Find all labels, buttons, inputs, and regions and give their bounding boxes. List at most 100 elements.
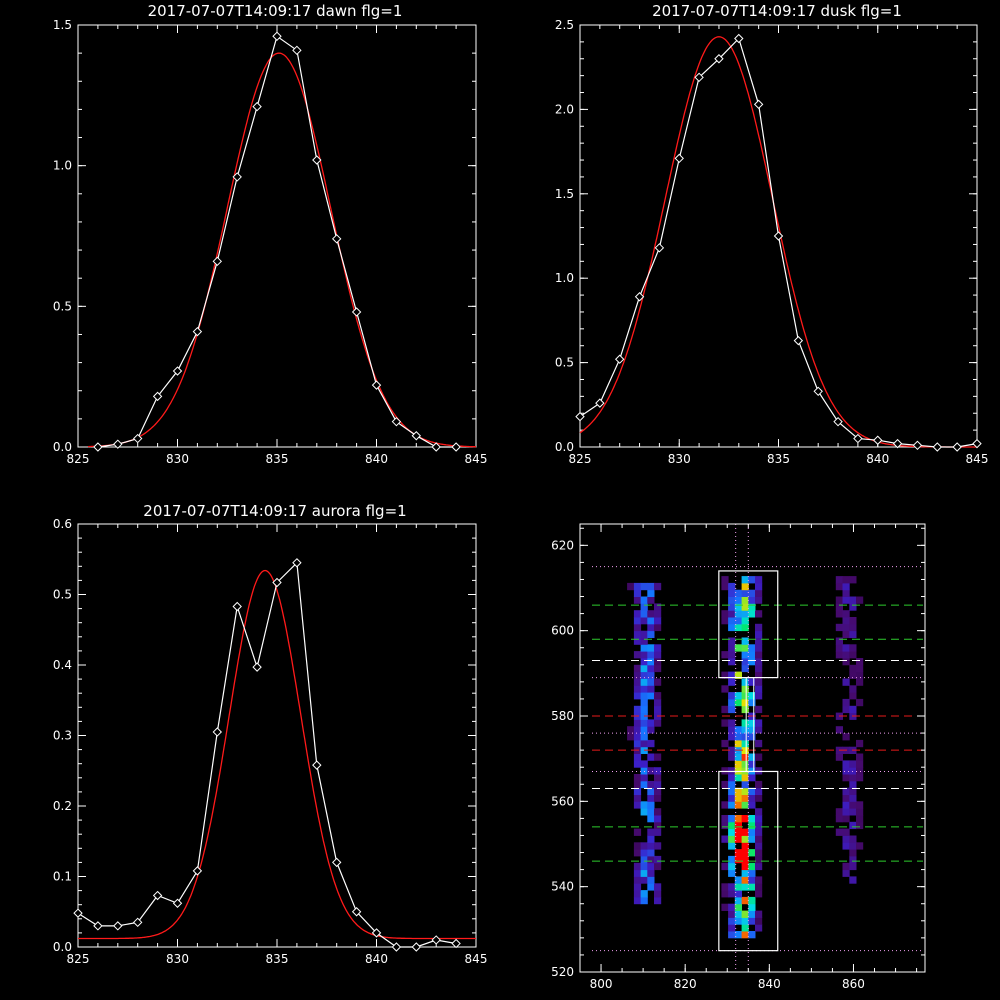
data-point-diamond [912, 440, 923, 451]
heatmap-cell [748, 917, 756, 925]
x-tick-label: 840 [365, 452, 388, 466]
heatmap-cell [721, 685, 729, 693]
x-tick-label: 845 [966, 452, 989, 466]
heatmap-cell [640, 617, 648, 625]
y-tick-label: 1.5 [555, 187, 574, 201]
heatmap-cell [654, 883, 662, 891]
heatmap-cell [640, 780, 648, 789]
heatmap-cell [842, 678, 850, 686]
heatmap-cell [647, 862, 655, 871]
heatmap-cell [748, 869, 756, 877]
y-tick-label: 0.5 [53, 299, 72, 313]
heatmap-cell [741, 862, 749, 871]
heatmap-cell [633, 719, 642, 727]
heatmap-cell [835, 753, 843, 761]
heatmap-cell [734, 671, 742, 679]
heatmap-cell [842, 862, 850, 871]
heatmap-cell [654, 753, 662, 761]
heatmap-cell [849, 780, 857, 789]
heatmap-cell [734, 726, 742, 734]
heatmap-cell [755, 576, 763, 584]
heatmap-cell [842, 658, 850, 666]
heatmap-cell [856, 774, 864, 782]
heatmap-cell [741, 869, 749, 877]
heatmap-cell [741, 753, 749, 761]
heatmap-cell [633, 589, 642, 597]
heatmap-cell [741, 917, 749, 925]
heatmap-cell [647, 658, 655, 666]
heatmap-cell [633, 671, 642, 679]
y-tick-label: 0.0 [555, 440, 574, 454]
heatmap-cell [741, 835, 749, 843]
heatmap-cell [647, 883, 655, 891]
heatmap-cell [741, 664, 749, 673]
heatmap-cell [755, 924, 763, 932]
x-tick-label: 825 [67, 452, 90, 466]
heatmap-cell [842, 610, 850, 618]
data-point-diamond [212, 727, 223, 737]
heatmap-cell [640, 692, 648, 700]
heatmap-cell [835, 644, 843, 652]
data-point-diamond [172, 898, 183, 908]
heatmap-cell [748, 801, 756, 809]
heatmap-cell [721, 671, 729, 679]
heatmap-cell [835, 651, 843, 659]
heatmap-cell [734, 890, 742, 898]
y-tick-label: 520 [551, 965, 574, 979]
heatmap-cell [640, 685, 648, 693]
heatmap-cell [721, 862, 729, 871]
heatmap-cell [849, 808, 857, 816]
y-tick-label: 0.2 [53, 799, 72, 813]
heatmap-cell [654, 794, 662, 802]
data-point-diamond [292, 45, 302, 56]
heatmap-cell [728, 801, 736, 809]
x-tick-label: 830 [166, 452, 189, 466]
heatmap-cell [654, 821, 662, 830]
heatmap-cell [856, 842, 864, 850]
heatmap-cell [734, 910, 742, 918]
data-point-diamond [252, 662, 262, 672]
heatmap-cell [755, 787, 763, 795]
data-point-diamond [312, 155, 322, 165]
data-point-diamond [431, 935, 441, 945]
heatmap-cell [647, 787, 655, 795]
heatmap-cell [728, 726, 736, 734]
heatmap-cell [835, 828, 843, 836]
heatmap-cell [647, 582, 655, 591]
heatmap-cell [734, 794, 742, 802]
heatmap-cell [734, 821, 742, 830]
data-point-diamond [614, 354, 625, 364]
heatmap-cell [741, 678, 749, 686]
heatmap-cell [647, 876, 655, 884]
y-tick-label: 600 [551, 624, 574, 638]
heatmap-cell [654, 787, 662, 795]
y-tick-label: 0.0 [53, 440, 72, 454]
y-tick-label: 620 [551, 538, 574, 552]
x-tick-label: 800 [590, 977, 613, 991]
heatmap-cell [755, 671, 763, 679]
heatmap-cell [842, 596, 850, 604]
heatmap-cell [842, 801, 850, 809]
heatmap-cell [654, 719, 662, 727]
heatmap-cell [849, 630, 857, 638]
heatmap-cell [640, 896, 648, 905]
panel-dusk: 2017-07-07T14:09:17 dusk flg=1 825 830 835… [555, 2, 989, 466]
heatmap-cell [741, 774, 749, 782]
heatmap-cell [728, 924, 736, 932]
data-point-diamond [232, 172, 242, 182]
heatmap-cell [633, 630, 642, 638]
heatmap-cell [654, 678, 662, 686]
heatmap-cell [748, 931, 756, 939]
heatmap-cell [755, 828, 763, 836]
heatmap-cell [654, 828, 662, 836]
heatmap-cell [728, 931, 736, 939]
heatmap-cell [748, 610, 756, 618]
heatmap-cell [728, 651, 736, 659]
data-point-diamond [595, 398, 605, 408]
heatmap-cell [741, 596, 749, 604]
heatmap-cell [654, 617, 662, 625]
heatmap-cell [633, 733, 642, 741]
heatmap-cell [647, 685, 655, 693]
panel-aurora-title: 2017-07-07T14:09:17 aurora flg=1 [143, 502, 406, 520]
